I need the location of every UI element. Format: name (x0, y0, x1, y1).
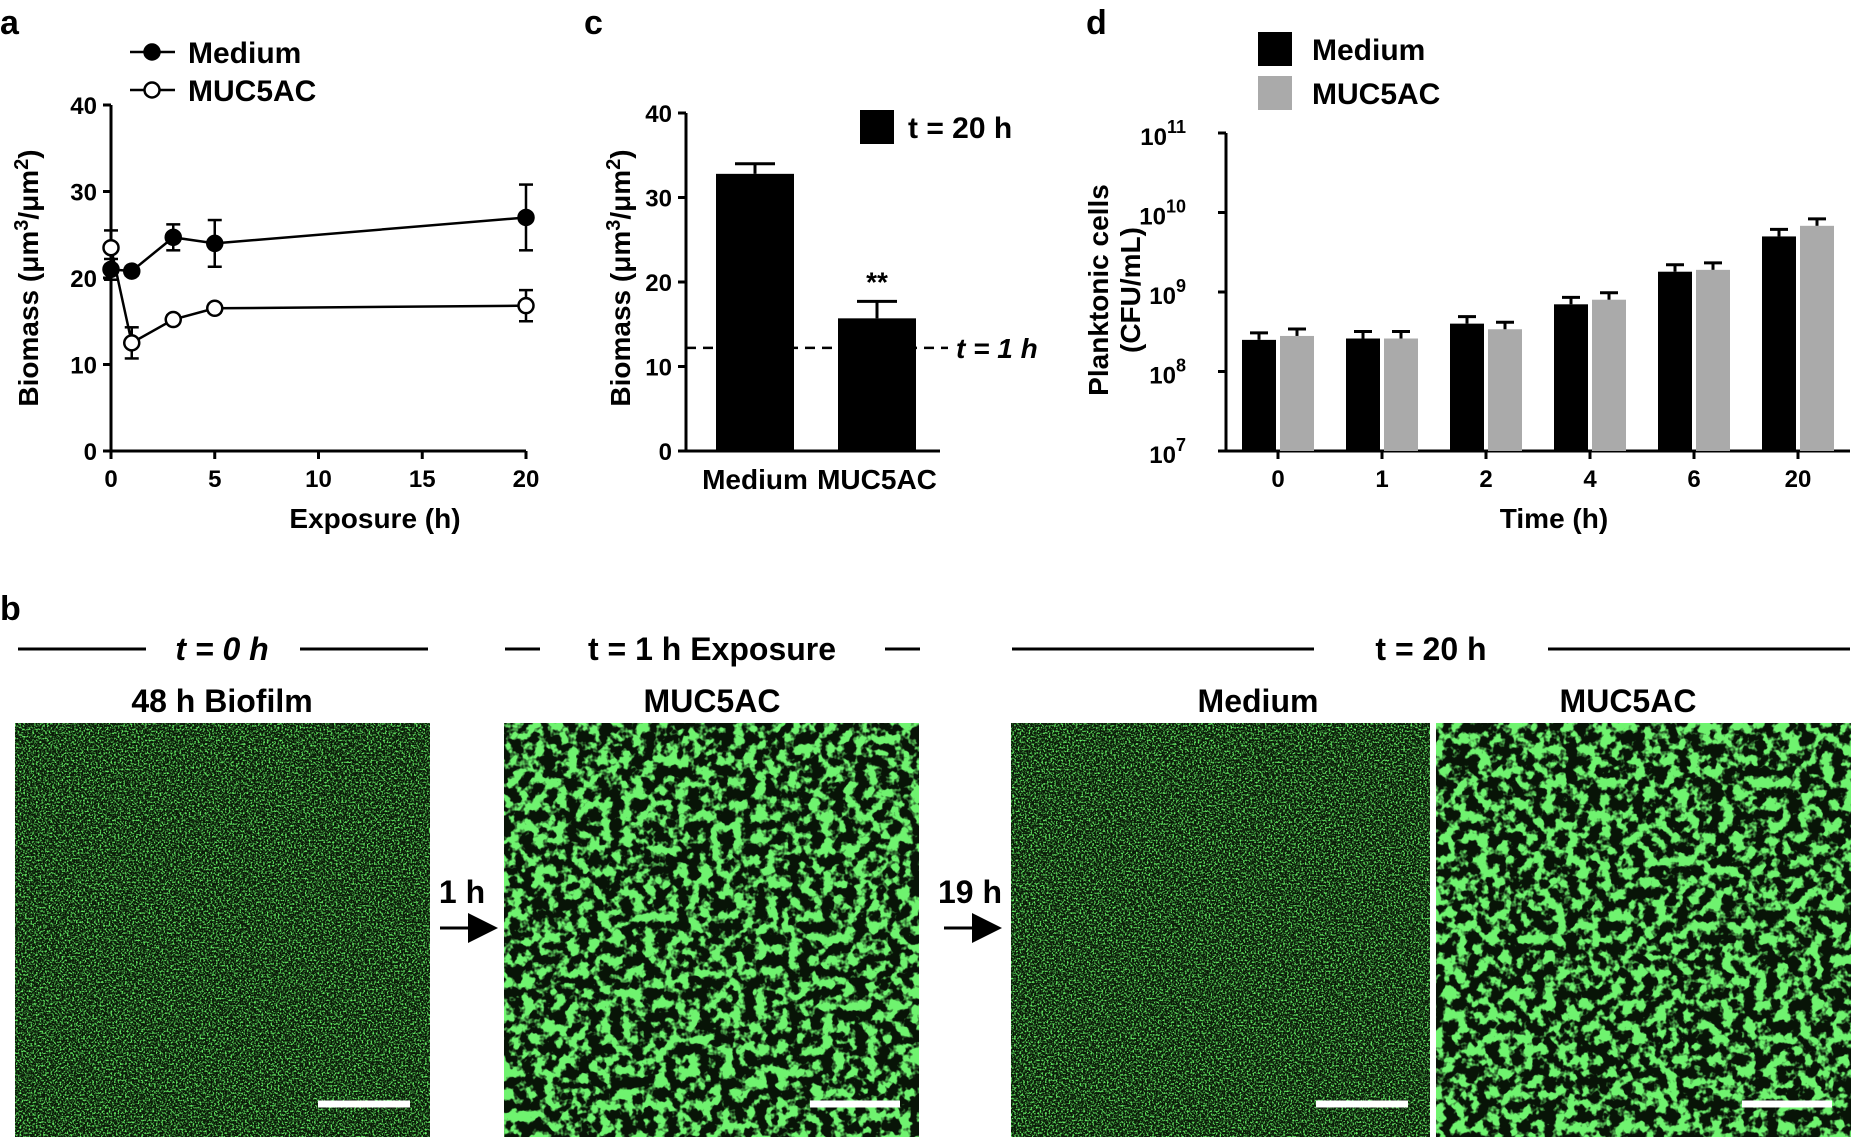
bar-muc5ac-6 (1696, 269, 1730, 451)
bar-muc5ac (838, 318, 916, 451)
legend-label: MUC5AC (188, 75, 316, 108)
panel-c-y-axis-label: Biomass (μm3/μm2) (603, 149, 636, 406)
bar-medium-4 (1554, 304, 1588, 451)
x-tick-label: 0 (1271, 466, 1284, 493)
arrow2-label: 19 h (938, 874, 1002, 910)
x-category-label: MUC5AC (817, 464, 937, 495)
x-tick-label: 5 (208, 466, 221, 493)
y-tick-label: 10 (70, 353, 97, 380)
bar-medium (716, 173, 794, 451)
legend-label: Medium (1312, 34, 1425, 67)
panel-d-y-axis-label-line2: (CFU/mL) (1115, 227, 1146, 353)
y-tick-label: 20 (645, 270, 672, 297)
bar-muc5ac-20 (1800, 225, 1834, 451)
y-tick-label: 40 (70, 93, 97, 120)
series-line-muc5ac (109, 247, 527, 345)
panel-d-x-axis-label: Time (h) (1500, 503, 1608, 534)
x-tick-label: 6 (1687, 466, 1700, 493)
y-tick-label: 10 (645, 355, 672, 382)
data-point-muc5ac (517, 296, 535, 315)
y-tick-label: 107 (1149, 435, 1186, 469)
legend-swatch (1258, 32, 1292, 66)
panel-a-y-axis-label: Biomass (μm3/μm2) (11, 149, 44, 406)
legend-swatch (1258, 76, 1292, 110)
micrograph-1h-muc5ac (504, 723, 919, 1137)
reference-line-label: t = 1 h (956, 333, 1038, 364)
group1-header: t = 0 h (175, 631, 268, 667)
y-tick-label: 0 (659, 439, 672, 466)
panel-label-d: d (1086, 4, 1107, 42)
data-point-medium (517, 208, 535, 227)
y-tick-label: 30 (70, 180, 97, 207)
group3-header: t = 20 h (1375, 631, 1486, 667)
y-tick-label: 108 (1149, 356, 1186, 390)
x-tick-label: 20 (1785, 466, 1812, 493)
x-tick-label: 2 (1479, 466, 1492, 493)
legend-marker (143, 81, 161, 99)
group2-header: t = 1 h Exposure (588, 631, 836, 667)
data-point-medium (123, 262, 141, 280)
data-point-muc5ac (206, 299, 224, 318)
panel-d-y-axis-label-line1: Planktonic cells (1083, 184, 1114, 396)
legend-marker (143, 43, 161, 61)
panel-d-chart: 107 108 109 1010 1011 0 1 2 4 6 20 Time (h) Plank… (1083, 32, 1850, 534)
x-tick-label: 15 (409, 466, 436, 493)
y-tick-label: 30 (645, 186, 672, 213)
data-point-muc5ac (164, 310, 182, 329)
bar-medium-20 (1762, 236, 1796, 451)
y-tick-label: 109 (1149, 276, 1186, 310)
x-tick-label: 10 (305, 466, 332, 493)
image1-title: 48 h Biofilm (131, 683, 312, 719)
panel-b-images: t = 0 h t = 1 h Exposure t = 20 h 48 h B… (15, 631, 1851, 1137)
bar-muc5ac-1 (1384, 338, 1418, 451)
y-tick-label: 40 (645, 101, 672, 128)
image3-title: Medium (1198, 683, 1319, 719)
micrograph-20h-muc5ac (1436, 723, 1851, 1137)
panel-label-c: c (584, 4, 603, 42)
image4-title: MUC5AC (1560, 683, 1697, 719)
y-tick-label: 1011 (1140, 117, 1186, 151)
panel-c-chart: 0 10 20 30 40 Medium MUC5AC ** t = 1 h Biomass … (603, 101, 1038, 495)
data-point-medium (164, 228, 182, 247)
bar-muc5ac-4 (1592, 299, 1626, 451)
image2-title: MUC5AC (644, 683, 781, 719)
x-category-label: Medium (702, 464, 808, 495)
bar-muc5ac-2 (1488, 329, 1522, 451)
legend-label: Medium (188, 37, 301, 70)
data-point-medium (206, 234, 224, 253)
bar-medium-2 (1450, 323, 1484, 451)
x-tick-label: 1 (1375, 466, 1388, 493)
x-tick-label: 0 (104, 466, 117, 493)
panel-a-chart: 0 10 20 30 40 0 5 10 15 20 Exposure (h) Biomass (… (11, 37, 539, 534)
arrow1-label: 1 h (439, 874, 485, 910)
data-point-muc5ac (102, 238, 120, 257)
y-tick-label: 1010 (1139, 197, 1186, 231)
data-point-muc5ac (123, 334, 141, 352)
x-tick-label: 4 (1583, 466, 1597, 493)
bar-muc5ac-0 (1280, 335, 1314, 451)
y-tick-label: 20 (70, 266, 97, 293)
bar-medium-0 (1242, 339, 1276, 451)
bar-medium-6 (1658, 271, 1692, 451)
legend-label: MUC5AC (1312, 78, 1440, 111)
panel-label-a: a (0, 4, 20, 42)
micrograph-48h-biofilm (15, 723, 430, 1137)
panel-a-x-axis-label: Exposure (h) (289, 503, 460, 534)
bar-medium-1 (1346, 338, 1380, 451)
micrograph-20h-medium (1011, 723, 1430, 1137)
y-tick-label: 0 (84, 439, 97, 466)
x-tick-label: 20 (513, 466, 540, 493)
legend-label: t = 20 h (908, 112, 1012, 145)
significance-marker: ** (866, 266, 888, 297)
legend-swatch (860, 110, 894, 144)
panel-label-b: b (0, 590, 21, 628)
